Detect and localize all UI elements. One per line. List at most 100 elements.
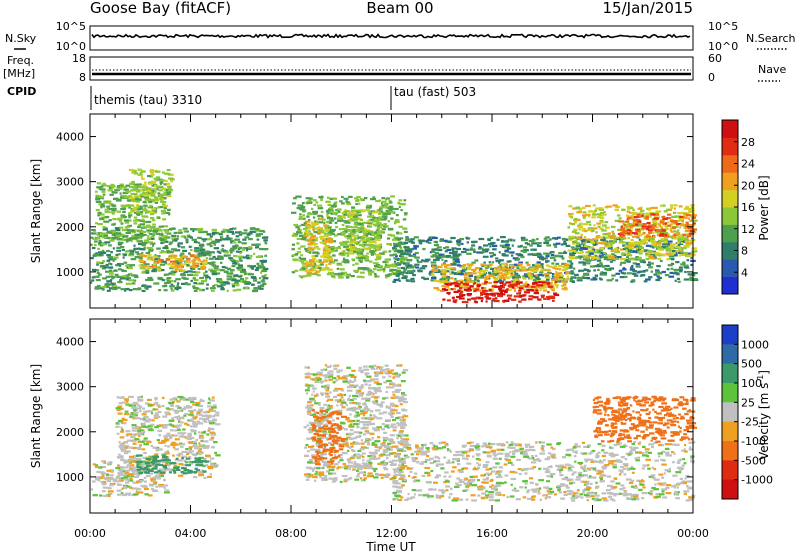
range-gate-cell xyxy=(99,253,102,256)
range-gate-cell xyxy=(455,257,458,260)
range-gate-cell xyxy=(319,235,324,238)
range-gate-cell xyxy=(686,239,690,242)
range-gate-cell xyxy=(168,272,173,275)
range-gate-cell xyxy=(638,215,641,218)
range-gate-cell xyxy=(328,254,331,257)
range-gate-cell xyxy=(99,262,104,265)
range-gate-cell xyxy=(571,272,574,275)
range-gate-cell xyxy=(139,417,144,421)
range-gate-cell xyxy=(368,212,372,215)
range-gate-cell xyxy=(149,226,155,230)
range-gate-cell xyxy=(642,261,646,264)
range-gate-cell xyxy=(153,282,160,285)
range-gate-cell xyxy=(677,238,684,241)
range-gate-cell xyxy=(560,284,565,288)
range-gate-cell xyxy=(639,227,643,230)
range-gate-cell xyxy=(137,236,141,239)
range-gate-cell xyxy=(383,216,387,220)
range-gate-cell xyxy=(106,469,111,472)
range-gate-cell xyxy=(329,210,333,213)
range-gate-cell xyxy=(515,253,522,256)
range-gate-cell xyxy=(205,410,211,413)
range-gate-cell xyxy=(112,285,118,288)
colorbar-segment xyxy=(722,137,738,156)
range-gate-cell xyxy=(129,455,135,458)
range-gate-cell xyxy=(342,259,349,262)
range-gate-cell xyxy=(630,206,634,209)
range-gate-cell xyxy=(238,257,242,260)
range-gate-cell xyxy=(594,274,598,277)
range-gate-cell xyxy=(672,211,677,214)
range-gate-cell xyxy=(150,487,154,490)
range-gate-cell xyxy=(318,259,322,262)
range-gate-cell xyxy=(595,231,598,234)
range-gate-cell xyxy=(611,259,616,262)
range-gate-cell xyxy=(163,486,166,490)
range-gate-cell xyxy=(93,275,100,278)
range-gate-cell xyxy=(221,247,224,251)
range-gate-cell xyxy=(157,268,162,271)
range-gate-cell xyxy=(209,245,213,248)
range-gate-cell xyxy=(549,296,556,299)
range-gate-cell xyxy=(521,298,527,301)
range-gate-cell xyxy=(103,461,106,464)
colorbar-tick-label: 20 xyxy=(741,179,755,192)
range-gate-cell xyxy=(504,270,508,274)
range-gate-cell xyxy=(178,443,181,446)
range-gate-cell xyxy=(340,241,346,245)
range-gate-cell xyxy=(192,421,197,424)
range-gate-cell xyxy=(372,196,376,199)
range-gate-cell xyxy=(473,240,478,243)
range-gate-cell xyxy=(543,241,549,244)
range-gate-cell xyxy=(390,217,394,220)
range-gate-cell xyxy=(311,243,316,246)
range-gate-cell xyxy=(307,227,311,230)
range-gate-cell xyxy=(646,221,651,225)
range-gate-cell xyxy=(158,434,162,437)
range-gate-cell xyxy=(119,226,124,229)
range-gate-cell xyxy=(548,265,553,268)
range-gate-cell xyxy=(163,197,167,200)
range-gate-cell xyxy=(108,258,114,261)
range-gate-cell xyxy=(151,209,158,212)
range-gate-cell xyxy=(192,287,199,290)
range-gate-cell xyxy=(478,247,484,250)
range-gate-cell xyxy=(306,264,311,268)
range-gate-cell xyxy=(177,244,180,247)
range-gate-cell xyxy=(302,268,307,271)
range-gate-cell xyxy=(153,196,159,199)
range-gate-cell xyxy=(291,243,295,246)
range-gate-cell xyxy=(666,258,670,261)
range-gate-cell xyxy=(395,262,398,265)
range-gate-cell xyxy=(406,237,409,240)
range-gate-cell xyxy=(161,187,166,190)
range-gate-cell xyxy=(167,189,173,192)
range-gate-cell xyxy=(599,220,604,223)
range-gate-cell xyxy=(301,275,307,278)
range-gate-cell xyxy=(488,266,492,269)
range-gate-cell xyxy=(351,218,355,221)
range-gate-cell xyxy=(131,210,135,213)
range-gate-cell xyxy=(122,191,129,194)
range-gate-cell xyxy=(319,263,324,266)
range-gate-cell xyxy=(400,261,403,264)
range-gate-cell xyxy=(96,261,101,264)
range-gate-cell xyxy=(208,254,212,257)
range-gate-cell xyxy=(166,194,172,198)
range-gate-cell xyxy=(169,267,174,270)
range-gate-cell xyxy=(604,241,610,244)
range-gate-cell xyxy=(481,269,485,272)
range-gate-cell xyxy=(481,297,484,300)
range-gate-cell xyxy=(173,397,177,400)
range-gate-cell xyxy=(193,254,199,257)
range-gate-cell xyxy=(296,231,302,234)
range-gate-cell xyxy=(494,285,500,288)
range-gate-cell xyxy=(477,289,482,292)
range-gate-cell xyxy=(167,256,174,259)
range-gate-cell xyxy=(100,205,106,208)
range-gate-cell xyxy=(363,267,370,270)
range-gate-cell xyxy=(433,258,437,262)
range-gate-cell xyxy=(161,460,166,464)
range-gate-cell xyxy=(350,238,356,241)
range-gate-cell xyxy=(253,279,257,282)
